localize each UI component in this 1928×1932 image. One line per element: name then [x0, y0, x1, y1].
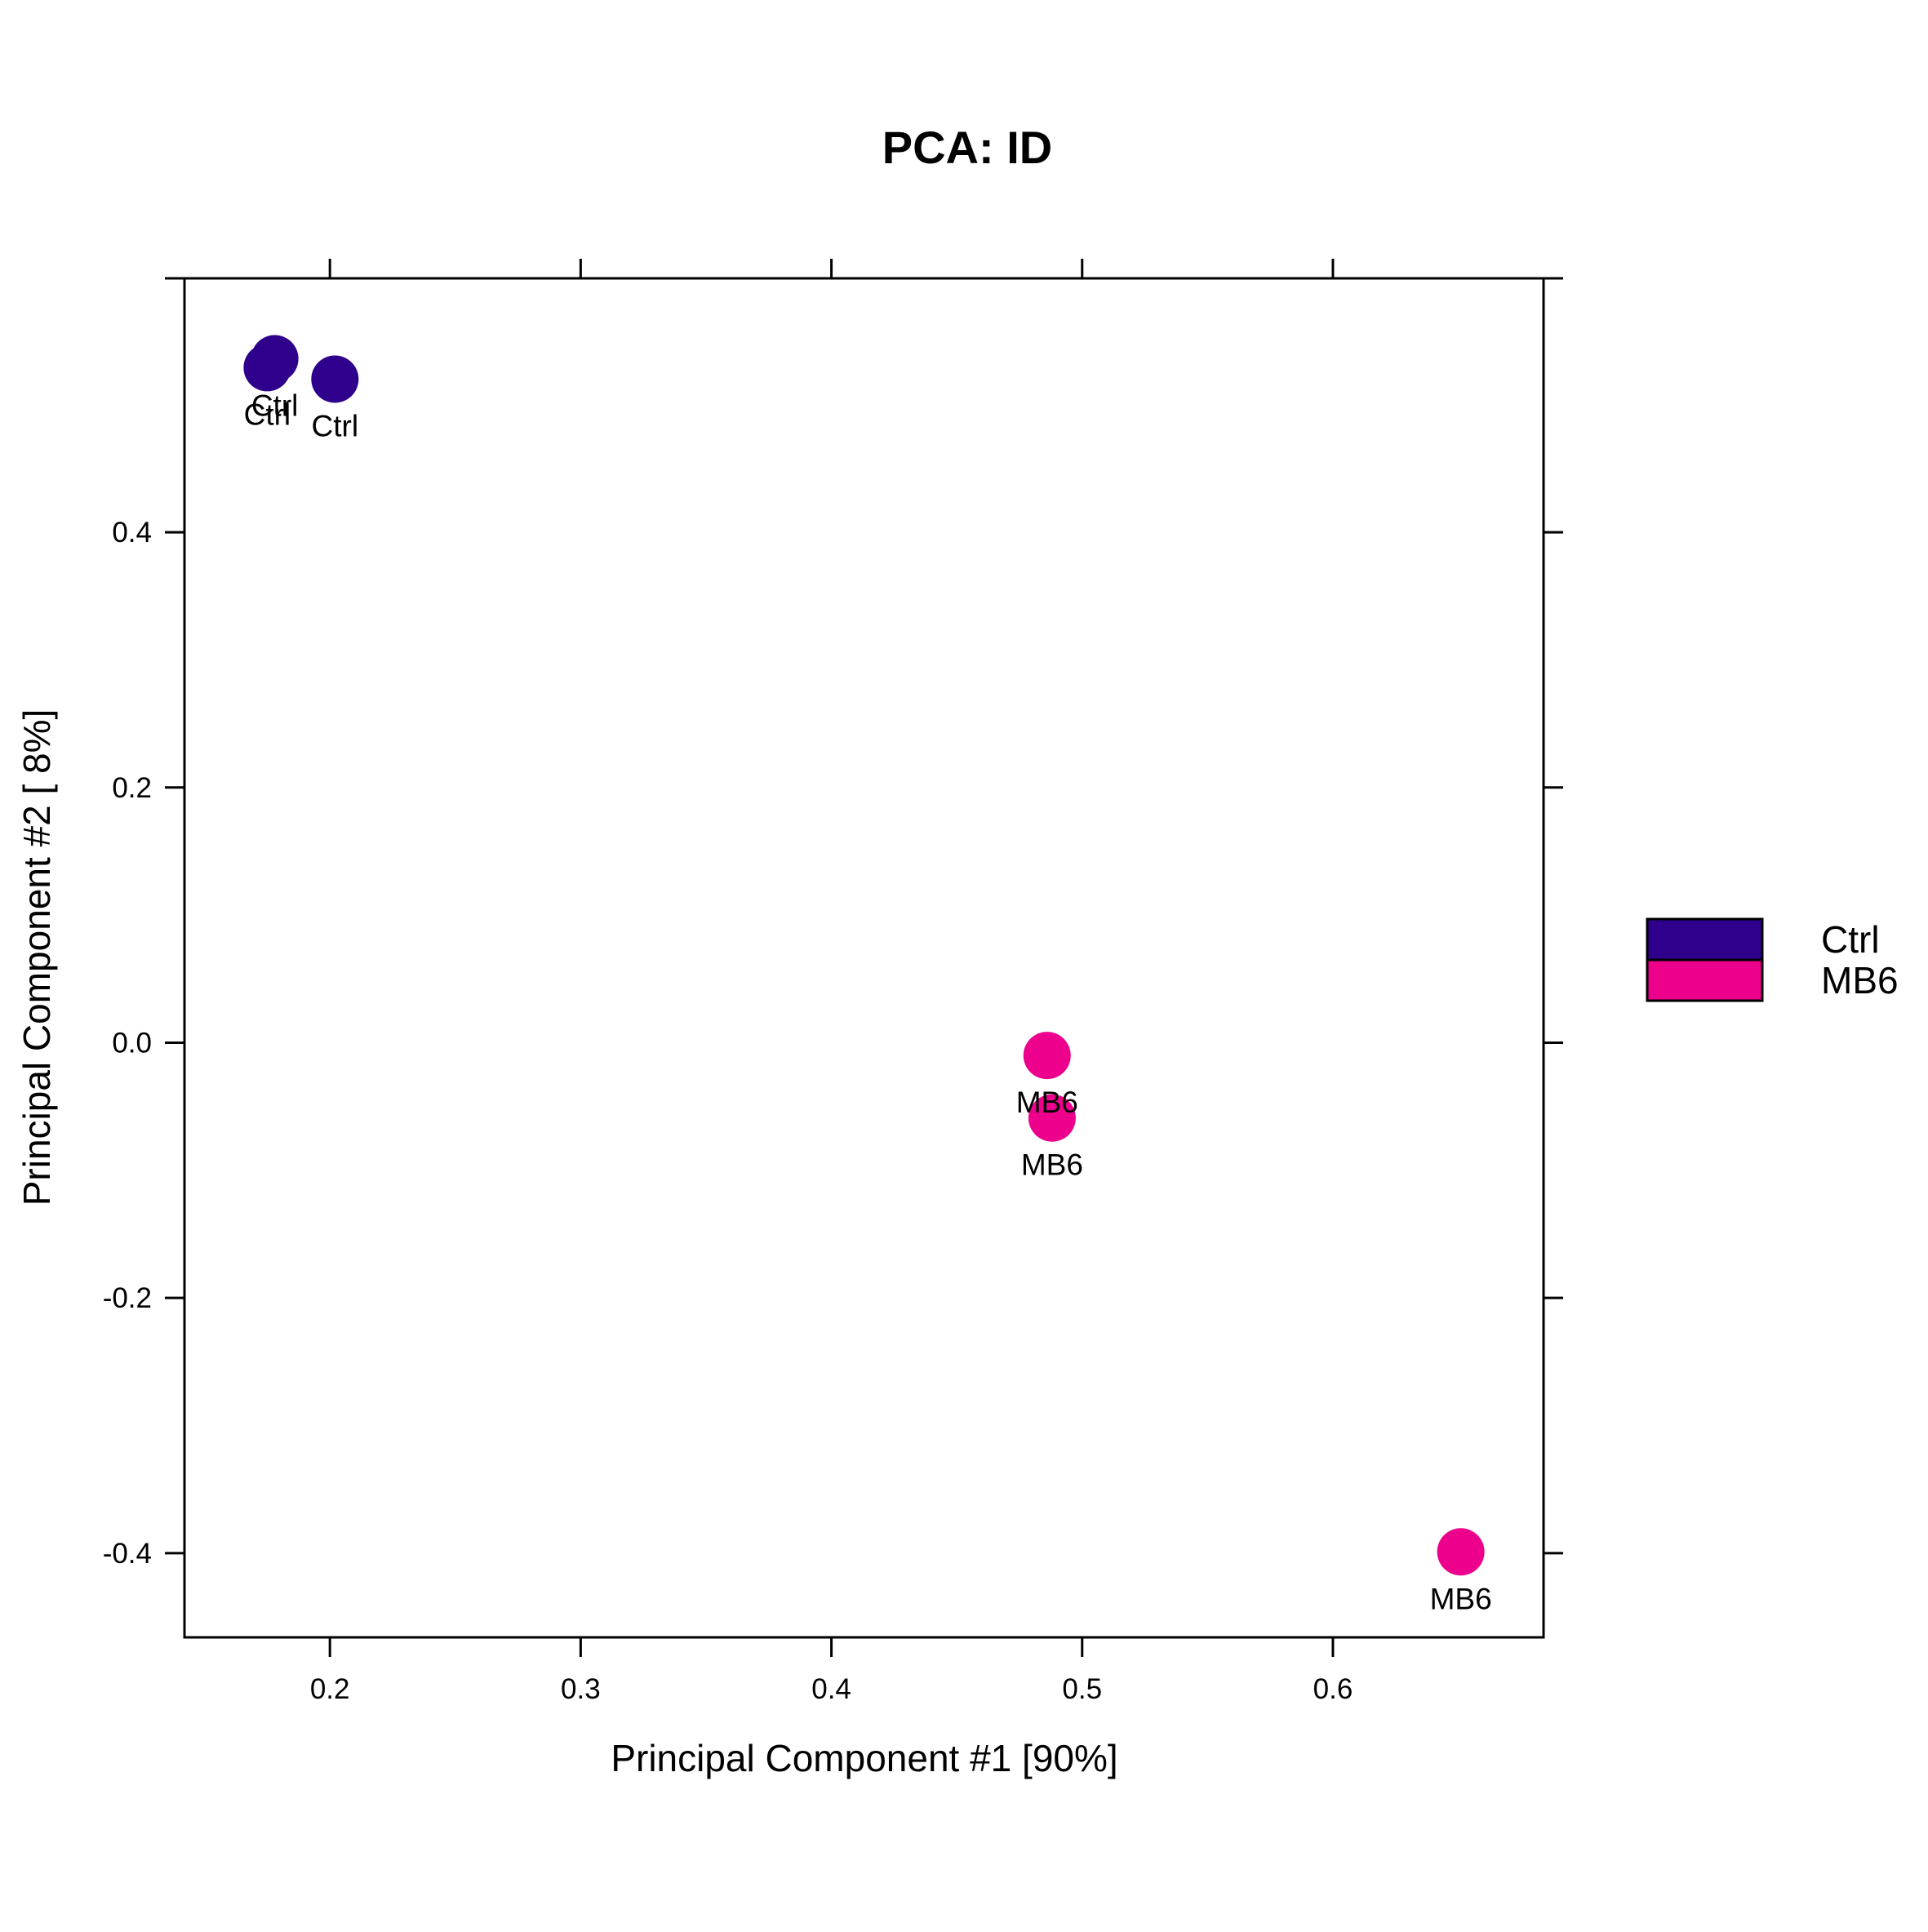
y-tick-label: 0.4 — [112, 517, 152, 549]
x-tick-label: 0.5 — [1062, 1673, 1102, 1705]
y-axis-label: Principal Component #2 [ 8%] — [16, 709, 58, 1206]
legend-label: Ctrl — [1821, 918, 1880, 961]
x-tick-label: 0.2 — [310, 1673, 350, 1705]
legend-label: MB6 — [1821, 959, 1899, 1002]
plot-frame — [183, 277, 1545, 1639]
scatter-point-ctrl — [251, 335, 299, 383]
y-tick-label: -0.4 — [103, 1538, 152, 1570]
axis-ticks — [165, 259, 1563, 1657]
x-tick-label: 0.4 — [811, 1673, 851, 1705]
point-label: Ctrl — [244, 398, 291, 431]
point-label: Ctrl — [312, 410, 359, 443]
y-tick-label: 0.2 — [112, 772, 152, 804]
x-axis-label: Principal Component #1 [90%] — [611, 1737, 1117, 1779]
chart-title: PCA: ID — [882, 122, 1052, 173]
legend-swatch-ctrl — [1646, 917, 1764, 962]
legend-swatch-mb6 — [1646, 958, 1764, 1002]
scatter-point-mb6 — [1437, 1528, 1485, 1576]
point-label: Ctrl — [251, 389, 299, 422]
y-tick-label: -0.2 — [103, 1282, 152, 1314]
axis-tick-labels: 0.2 0.3 0.4 0.5 0.6 -0.4 -0.2 0.0 0.2 0.4 — [103, 517, 1353, 1705]
x-tick-label: 0.3 — [561, 1673, 601, 1705]
data-points — [243, 335, 1485, 1576]
point-label: MB6 — [1021, 1148, 1083, 1182]
x-tick-label: 0.6 — [1313, 1673, 1353, 1705]
point-label: MB6 — [1016, 1086, 1078, 1119]
scatter-point-mb6 — [1023, 1032, 1071, 1080]
scatter-point-ctrl — [311, 355, 359, 403]
point-label: MB6 — [1430, 1582, 1492, 1615]
scatter-point-mb6 — [1028, 1094, 1076, 1142]
y-tick-label: 0.0 — [112, 1027, 152, 1059]
